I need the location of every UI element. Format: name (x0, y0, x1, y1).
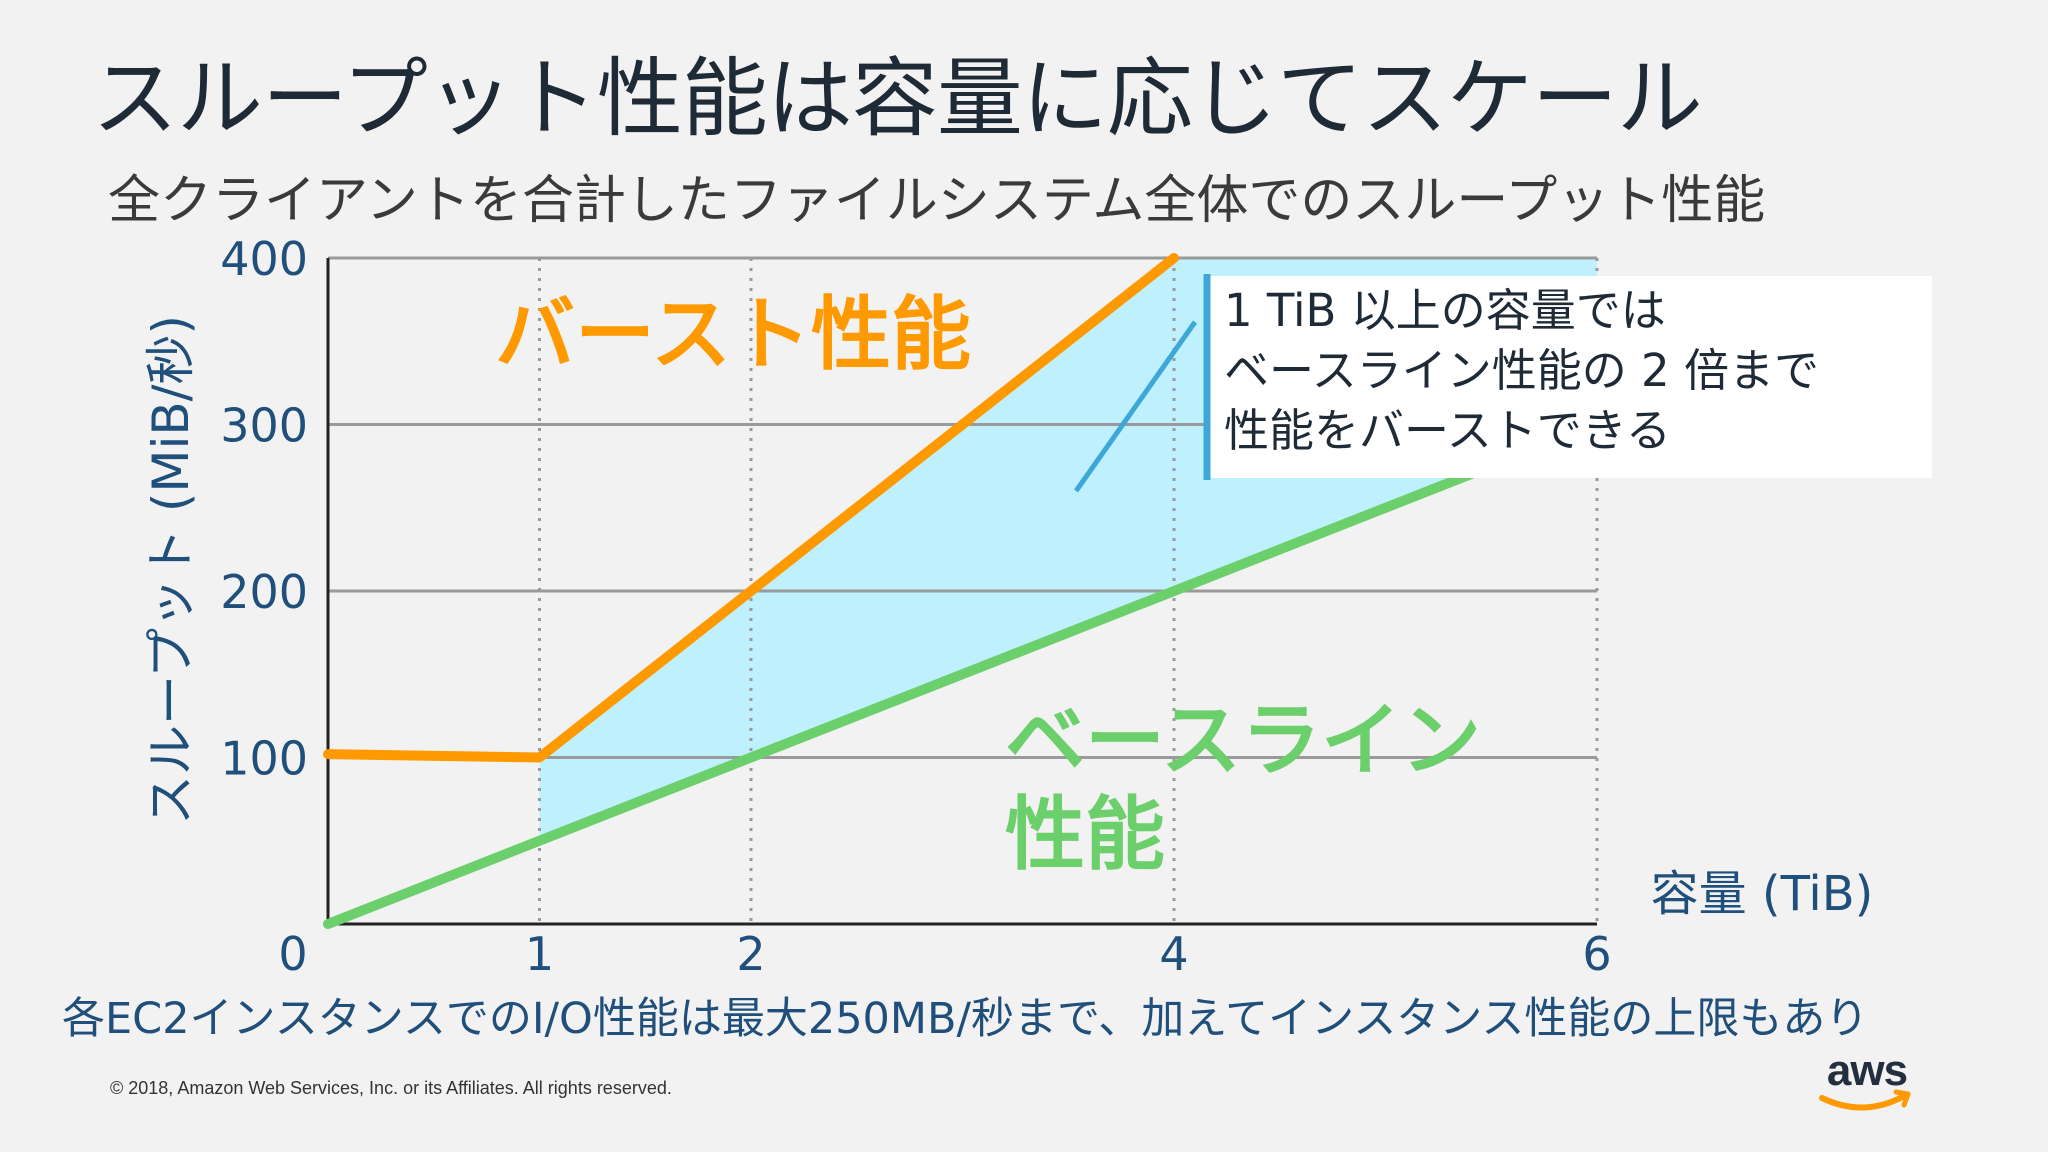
x-tick-label-1: 1 (525, 927, 554, 981)
aws-logo-text: aws (1826, 1046, 1908, 1095)
y-tick-label-400: 400 (220, 232, 308, 286)
annotation-line-2: ベースライン性能の 2 倍まで (1224, 344, 1819, 397)
copyright: © 2018, Amazon Web Services, Inc. or its… (110, 1078, 672, 1098)
origin-label: 0 (278, 927, 307, 981)
y-tick-label-100: 100 (220, 732, 308, 786)
footnote: 各EC2インスタンスでのI/O性能は最大250MB/秒まで、加えてインスタンス性… (62, 994, 1869, 1044)
baseline-series-label-line-2: 性能 (1005, 788, 1165, 881)
x-tick-label-4: 4 (1159, 927, 1188, 981)
aws-logo: aws (1812, 1046, 1922, 1116)
y-axis-label: スループット (MiB/秒) (142, 315, 200, 825)
slide-subtitle: 全クライアントを合計したファイルシステム全体でのスループット性能 (108, 171, 1766, 231)
slide-title: スループット性能は容量に応じてスケール (92, 49, 1703, 149)
baseline-series-line (323, 419, 1602, 929)
annotation-box (1206, 276, 1932, 478)
y-tick-label-300: 300 (220, 399, 308, 453)
burst-series-label: バースト性能 (495, 288, 971, 381)
x-tick-label-6: 6 (1582, 927, 1611, 981)
baseline-series-label-line-1: ベースライン (1005, 694, 1481, 787)
y-tick-label-200: 200 (220, 565, 308, 619)
annotation-line-3: 性能をバーストできる (1224, 404, 1671, 457)
annotation-leader-line (1073, 320, 1198, 493)
burst-series-line (323, 253, 1179, 763)
annotation-line-1: 1 TiB 以上の容量では (1224, 284, 1666, 337)
x-axis-label: 容量 (TiB) (1651, 866, 1874, 922)
x-tick-label-2: 2 (736, 927, 765, 981)
